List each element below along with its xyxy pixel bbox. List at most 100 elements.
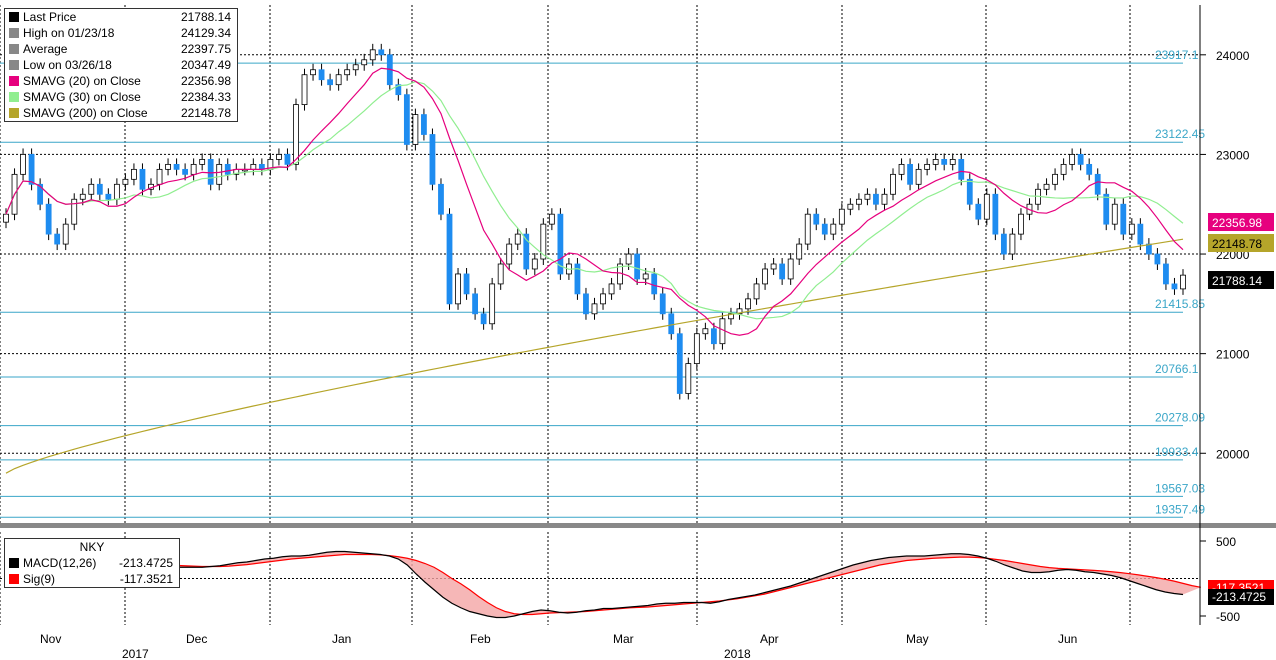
candle-body: [190, 163, 197, 175]
candle-body: [813, 213, 820, 225]
candle-body: [958, 159, 965, 180]
candle-body: [224, 163, 231, 175]
candle-body: [711, 328, 717, 345]
candle-body: [1137, 223, 1144, 245]
candle-body: [779, 263, 786, 280]
candle-body: [301, 74, 308, 106]
month-label: Nov: [40, 632, 61, 646]
candle-body: [514, 233, 521, 245]
candle-body: [821, 223, 828, 235]
candle-body: [207, 159, 214, 185]
candle-body: [557, 213, 564, 275]
candle-body: [1120, 203, 1127, 235]
legend-label: MACD(12,26): [23, 556, 97, 570]
level-label: 19567.03: [1155, 481, 1205, 495]
candle-body: [335, 74, 342, 86]
candle-body: [1128, 223, 1135, 235]
candle-body: [966, 178, 973, 205]
candle-body: [403, 94, 410, 145]
candle-body: [1154, 253, 1161, 265]
legend-swatch: [9, 574, 19, 584]
legend-value: 21788.14: [180, 10, 231, 24]
level-lines: 23917.1 23122.45 21415.85 20766.1 20278.09 19…: [0, 48, 1205, 518]
candle-body: [1052, 173, 1058, 185]
candle-body: [847, 203, 854, 210]
candle-body: [429, 134, 436, 185]
candle-body: [1009, 233, 1016, 255]
candle-body: [96, 183, 103, 195]
legend-swatch: [9, 108, 19, 118]
price-tick-label: 24000: [1216, 49, 1250, 63]
sma20-line: [5, 67, 1184, 336]
legend-value: 22356.98: [180, 74, 231, 88]
macd-tick-label: 500: [1216, 535, 1236, 549]
legend-label: Average: [23, 42, 68, 56]
legend-title: NKY: [79, 540, 105, 554]
legend-swatch: [9, 558, 19, 568]
candle-body: [830, 223, 837, 235]
candle-body: [28, 154, 35, 185]
candle-body: [480, 313, 487, 325]
candle-body: [881, 193, 888, 205]
candle-body: [531, 258, 538, 270]
level-label: 19357.49: [1155, 502, 1205, 516]
month-label: Mar: [613, 632, 634, 646]
candle-body: [250, 163, 257, 170]
month-label: Apr: [760, 632, 779, 646]
legend-value: -117.3521: [119, 572, 173, 586]
legend-entry: Sig(9) -117.3521: [5, 571, 179, 587]
macd-fill: [6, 546, 1201, 618]
candles: [3, 43, 1186, 400]
candle-body: [88, 183, 95, 195]
candle-body: [438, 183, 444, 215]
moving-averages: [5, 67, 1184, 474]
price-tag-label: 22356.98: [1212, 216, 1262, 230]
candle-body: [907, 163, 913, 185]
candle-body: [804, 213, 811, 245]
candle-body: [642, 273, 649, 280]
price-tag-label: 21788.14: [1212, 274, 1262, 288]
candle-body: [548, 213, 555, 225]
legend-entry: SMAVG (30) on Close 22384.33: [5, 89, 237, 105]
candle-body: [1043, 183, 1050, 190]
price-tag: [1208, 234, 1274, 252]
candle-body: [898, 163, 905, 175]
level-label: 23122.45: [1155, 127, 1205, 141]
candle-body: [983, 193, 990, 220]
macd-tick-label: -500: [1216, 610, 1240, 624]
candle-body: [139, 168, 146, 190]
level-label: 20278.09: [1155, 411, 1205, 425]
candle-body: [855, 198, 862, 205]
candle-body: [71, 198, 78, 225]
candle-body: [1077, 154, 1084, 165]
macd-panel: [0, 545, 1201, 619]
legend-label: Last Price: [23, 10, 77, 24]
month-label: Feb: [470, 632, 491, 646]
legend-swatch: [9, 92, 19, 102]
candle-body: [199, 159, 206, 165]
legend-swatch: [9, 28, 19, 38]
candle-body: [1163, 263, 1169, 285]
candle-body: [676, 333, 683, 394]
candle-body: [1180, 274, 1186, 290]
candle-body: [634, 253, 641, 280]
macd-tag: [1208, 589, 1274, 605]
legend-value: 24129.34: [180, 26, 231, 40]
candle-body: [1103, 193, 1110, 225]
candle-body: [310, 69, 316, 76]
candle-body: [608, 283, 615, 295]
candle-body: [796, 243, 803, 260]
candle-body: [685, 363, 692, 394]
candle-body: [1069, 154, 1076, 165]
legend-label: Sig(9): [23, 572, 56, 586]
candle-body: [736, 308, 743, 315]
sma200-line: [5, 238, 1184, 474]
candle-body: [787, 258, 794, 280]
candle-body: [838, 208, 845, 225]
legend-entry: SMAVG (200) on Close 22148.78: [5, 105, 237, 121]
candle-body: [455, 273, 461, 305]
legend-value: 22397.75: [180, 42, 231, 56]
candle-body: [523, 233, 530, 270]
price-tag: [1208, 213, 1274, 231]
candle-body: [463, 273, 470, 295]
